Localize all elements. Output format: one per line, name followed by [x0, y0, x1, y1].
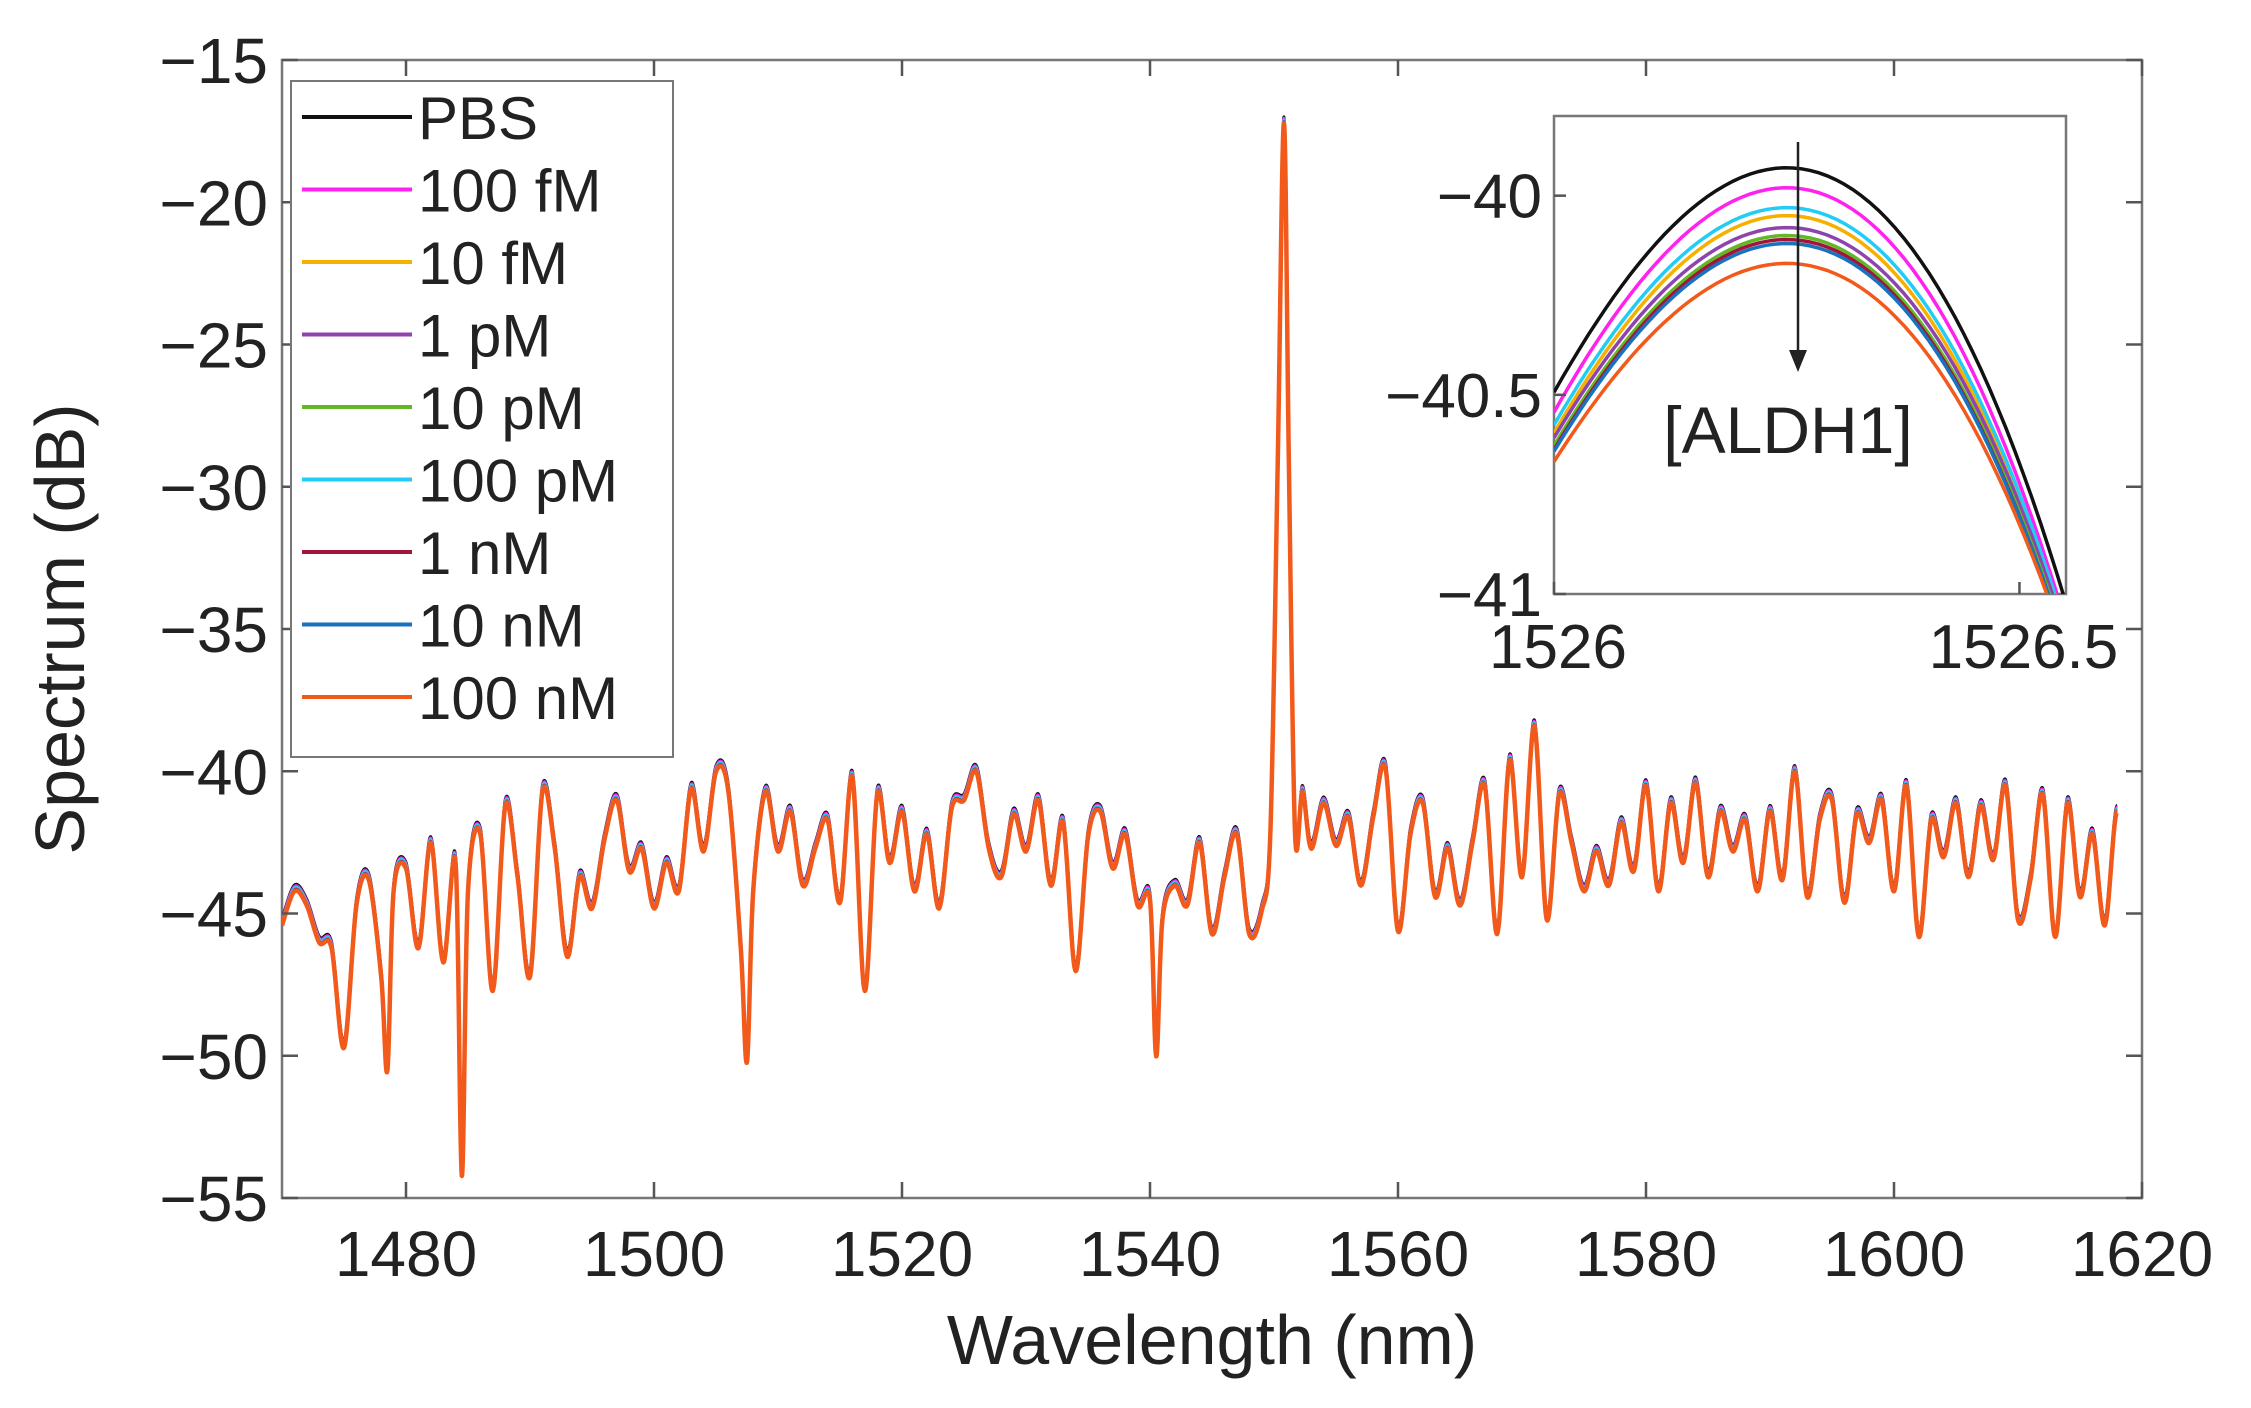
x-tick-label: 1620 — [2071, 1218, 2213, 1290]
legend-label: 10 fM — [418, 230, 568, 297]
y-tick-label: −30 — [159, 452, 268, 524]
legend-label: 10 nM — [418, 593, 585, 660]
inset-line-100-nm — [1554, 261, 2049, 594]
inset-y-tick-label: −40 — [1437, 163, 1542, 232]
inset-line-100-fm — [1554, 185, 2059, 594]
inset-line-1-pm — [1554, 225, 2055, 594]
inset-x-tick-label: 1526 — [1489, 613, 1627, 682]
x-tick-label: 1560 — [1327, 1218, 1469, 1290]
x-tick-label: 1520 — [831, 1218, 973, 1290]
inset-line-10-nm — [1554, 241, 2051, 594]
legend-box — [290, 80, 674, 758]
y-tick-label: −50 — [159, 1021, 268, 1093]
x-axis-title: Wavelength (nm) — [947, 1301, 1477, 1379]
inset-line-10-fm — [1554, 213, 2054, 594]
legend-label: 100 fM — [418, 158, 601, 225]
inset-axis-ticks: 1526 1526.5 −41 −40.5 −40 — [1385, 163, 2118, 682]
inset-line-pbs — [1554, 166, 2065, 594]
x-tick-label: 1540 — [1079, 1218, 1221, 1290]
inset-annotation: [ALDH1] — [1663, 393, 1912, 467]
legend-label: 1 pM — [418, 303, 551, 370]
x-tick-label: 1480 — [335, 1218, 477, 1290]
main-axis-ticks: 1480 1500 1520 1540 1560 1580 1600 1620 −55 −50 −4… — [159, 25, 2213, 1290]
inset-plot-frame — [1552, 114, 2068, 596]
series-line-100-nm — [282, 120, 2120, 1179]
x-tick-label: 1500 — [583, 1218, 725, 1290]
inset-y-tick-label: −40.5 — [1385, 362, 1542, 431]
inset-plot: 1526 1526.5 −41 −40.5 −40 [ALDH1] — [1385, 114, 2118, 682]
inset-line-100-pm — [1554, 205, 2057, 594]
main-series-group — [282, 115, 2120, 1179]
y-tick-label: −35 — [159, 594, 268, 666]
legend-label: 1 nM — [418, 520, 551, 587]
inset-x-tick-label: 1526.5 — [1929, 613, 2119, 682]
inset-line-10-pm — [1554, 233, 2052, 594]
y-tick-label: −25 — [159, 310, 268, 382]
y-tick-label: −45 — [159, 879, 268, 951]
y-tick-label: −15 — [159, 25, 268, 97]
legend-label: 100 nM — [418, 665, 618, 732]
inset-series-group — [1554, 166, 2065, 594]
y-tick-label: −40 — [159, 736, 268, 808]
legend-label: PBS — [418, 85, 538, 152]
y-tick-label: −20 — [159, 167, 268, 239]
inset-y-tick-label: −41 — [1437, 561, 1542, 630]
y-axis-title: Spectrum (dB) — [21, 403, 99, 854]
inset-arrow-head — [1789, 350, 1807, 372]
legend-label: 10 pM — [418, 375, 585, 442]
x-tick-label: 1580 — [1575, 1218, 1717, 1290]
x-tick-label: 1600 — [1823, 1218, 1965, 1290]
y-tick-label: −55 — [159, 1163, 268, 1235]
legend-label: 100 pM — [418, 448, 618, 515]
